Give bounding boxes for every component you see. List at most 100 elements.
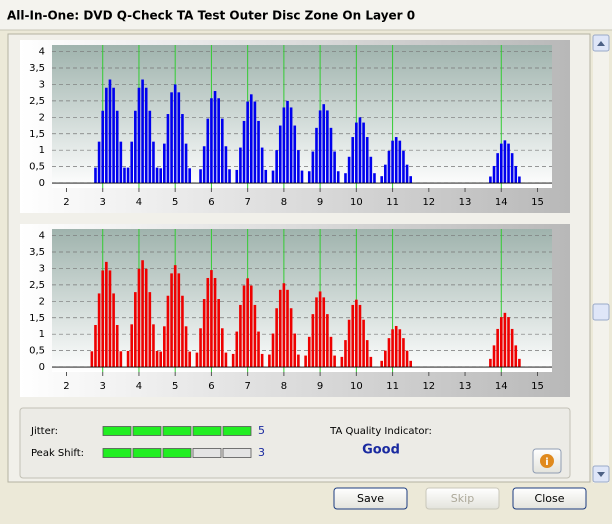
scroll-thumb[interactable] <box>592 303 610 321</box>
y-tick-label: 2,5 <box>29 96 45 107</box>
bar <box>115 110 119 184</box>
x-tick-label: 13 <box>459 381 472 392</box>
y-tick-label: 3 <box>39 263 45 274</box>
bar <box>514 165 518 184</box>
bar <box>293 125 297 184</box>
bar <box>362 122 365 184</box>
bar <box>199 328 202 368</box>
x-tick-label: 8 <box>281 197 287 208</box>
x-tick-label: 5 <box>172 381 178 392</box>
button[interactable] <box>512 487 587 510</box>
x-tick-label: 15 <box>531 197 544 208</box>
bar <box>333 151 336 184</box>
bar <box>318 110 322 184</box>
bar <box>496 328 499 368</box>
plot-area <box>52 229 552 372</box>
bar <box>518 358 521 368</box>
bar <box>166 114 170 184</box>
bar <box>231 353 235 368</box>
quality-panel <box>19 407 571 479</box>
arrow-icon <box>597 41 605 46</box>
bar <box>304 355 307 368</box>
button-label: Skip <box>451 492 474 505</box>
meter-segment <box>192 426 222 436</box>
bar <box>322 104 326 184</box>
bar <box>286 289 289 368</box>
bar <box>405 164 409 184</box>
bar <box>387 150 391 184</box>
y-tick-label: 1 <box>39 329 45 340</box>
bar <box>148 110 152 184</box>
bar <box>297 150 300 184</box>
bar <box>141 79 144 184</box>
bar <box>246 278 249 368</box>
x-tick-label: 2 <box>63 381 69 392</box>
meter-label: Jitter: <box>30 426 58 437</box>
bar <box>326 110 329 184</box>
info-icon-glyph: i <box>545 457 548 468</box>
bar <box>159 168 162 184</box>
y-tick-label: 0,5 <box>29 162 45 173</box>
bar <box>177 92 181 184</box>
x-tick-label: 7 <box>244 381 250 392</box>
x-tick-label: 5 <box>172 197 178 208</box>
bar <box>115 324 119 368</box>
bar <box>369 356 373 368</box>
bar <box>275 308 278 368</box>
x-tick-label: 6 <box>208 197 214 208</box>
bar <box>380 176 384 184</box>
bar <box>123 167 126 184</box>
button-label[interactable]: Close <box>535 492 565 505</box>
x-tick-label: 8 <box>281 381 287 392</box>
bar <box>126 167 130 184</box>
y-tick-label: 1,5 <box>29 313 45 324</box>
bar <box>499 143 503 184</box>
y-tick-label: 0 <box>39 362 45 373</box>
bar <box>398 329 402 368</box>
bar <box>365 137 369 184</box>
scrollbar[interactable] <box>593 35 609 483</box>
bar <box>507 143 510 184</box>
bar <box>307 171 311 184</box>
plot-area <box>52 45 552 188</box>
bar <box>351 304 355 368</box>
bar <box>489 176 492 184</box>
bar <box>177 273 181 368</box>
bar <box>365 340 369 368</box>
bar <box>311 314 315 368</box>
bar <box>170 92 173 184</box>
arrow-icon <box>597 472 605 477</box>
bar <box>358 304 362 368</box>
bar <box>101 270 105 368</box>
bar <box>173 84 177 184</box>
bar <box>336 171 340 184</box>
bar <box>514 345 518 368</box>
meter-segment <box>132 426 162 436</box>
x-tick-label: 14 <box>495 197 508 208</box>
x-tick-label: 2 <box>63 197 69 208</box>
y-tick-label: 4 <box>39 47 45 58</box>
button-label[interactable]: Save <box>357 492 384 505</box>
x-tick-label: 12 <box>422 197 435 208</box>
button[interactable] <box>333 487 408 510</box>
y-tick-label: 3,5 <box>29 63 45 74</box>
bar <box>289 308 293 368</box>
bar <box>108 79 112 184</box>
bar <box>206 277 210 368</box>
y-tick-label: 3 <box>39 79 45 90</box>
bar <box>510 153 514 184</box>
bar <box>297 354 300 368</box>
bar <box>159 351 162 368</box>
bar <box>344 173 347 184</box>
bar <box>163 143 166 184</box>
bar <box>105 261 108 368</box>
meter-segment <box>162 448 192 458</box>
bar <box>293 333 297 368</box>
bar <box>278 125 282 184</box>
bar <box>355 122 358 184</box>
bar <box>152 141 155 184</box>
meter-label: Peak Shift: <box>31 448 84 459</box>
x-tick-label: 9 <box>317 197 323 208</box>
bar <box>518 176 521 184</box>
meter-segment <box>222 448 252 458</box>
